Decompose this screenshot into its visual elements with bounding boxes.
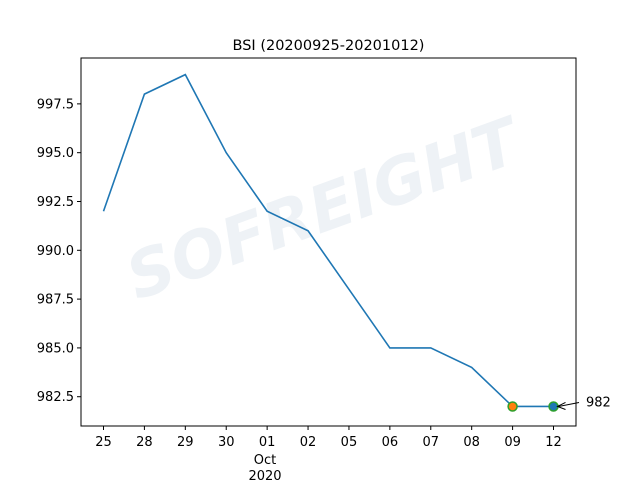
x-tick-label: 29 [177,435,194,450]
data-marker [507,401,518,412]
x-tick-label: 09 [504,435,521,450]
x-tick-label: 01 [259,435,276,450]
x-tick-label: 06 [382,435,399,450]
x-tick-label: 08 [463,435,480,450]
x-tick-label: 30 [218,435,235,450]
chart-title: BSI (20200925-20201012) [233,38,425,54]
y-tick-label: 997.5 [37,97,74,112]
x-tick-label: 25 [95,435,112,450]
x-secondary-label-month: Oct [254,453,276,468]
x-tick-label: 02 [300,435,317,450]
y-tick-label: 995.0 [37,146,74,161]
x-secondary-label-year: 2020 [248,469,281,480]
annotation-arrowhead [556,402,566,410]
axes-frame [80,57,577,427]
watermark: SOFREIGHT [117,104,532,316]
x-tick-label: 12 [545,435,562,450]
y-tick-label: 990.0 [37,244,74,259]
x-tick-label: 07 [422,435,439,450]
y-tick-label: 982.5 [37,390,74,405]
y-tick-label: 985.0 [37,341,74,356]
y-tick-label: 992.5 [37,195,74,210]
y-tick-label: 987.5 [37,293,74,308]
annotation-label: 982 [586,395,611,410]
x-tick-label: 28 [136,435,153,450]
series-line [102,73,554,408]
x-tick-label: 05 [341,435,358,450]
